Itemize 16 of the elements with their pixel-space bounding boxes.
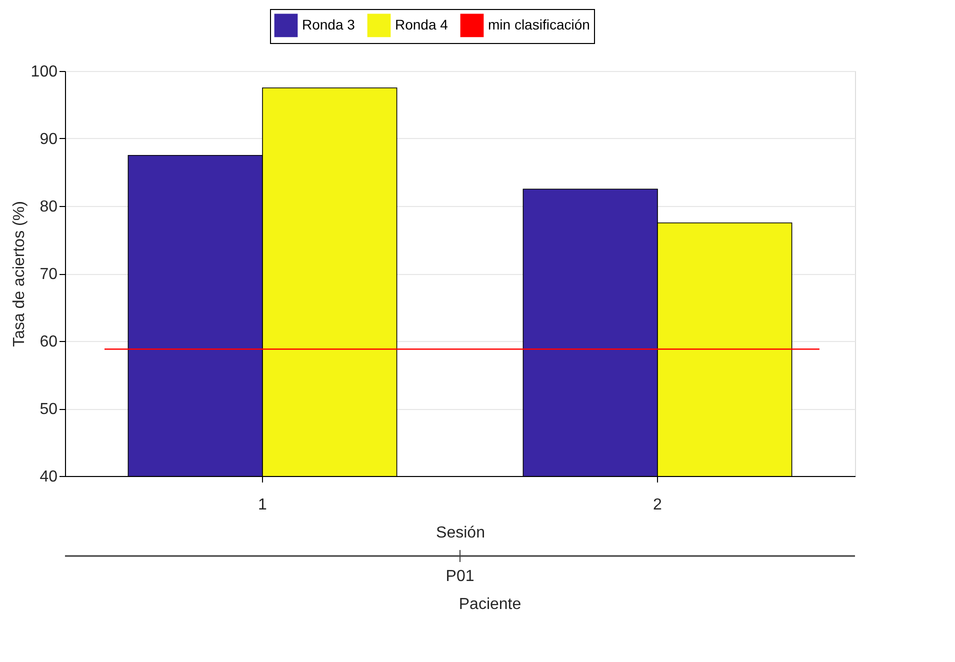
x-tick-label: 1: [258, 496, 268, 514]
legend-label: Ronda 4: [395, 16, 448, 32]
y-tick-label: 100: [30, 64, 58, 80]
y-tick-label: 60: [40, 334, 58, 350]
y-tick-label: 80: [40, 198, 58, 216]
legend-label: min clasificación: [488, 16, 590, 32]
text: P01: [446, 568, 474, 585]
x-axis-title: Sesión: [436, 524, 485, 542]
y-axis-title: Tasa de aciertos (%): [10, 201, 28, 347]
y-tick-label: 70: [40, 266, 58, 283]
y-tick-label: 90: [40, 131, 58, 148]
text: Paciente: [458, 596, 522, 613]
x-tick-label: 2: [653, 496, 662, 514]
y-tick-label: 50: [40, 401, 58, 418]
y-tick-label: 40: [40, 468, 58, 486]
legend-label: Ronda 3: [302, 16, 356, 32]
